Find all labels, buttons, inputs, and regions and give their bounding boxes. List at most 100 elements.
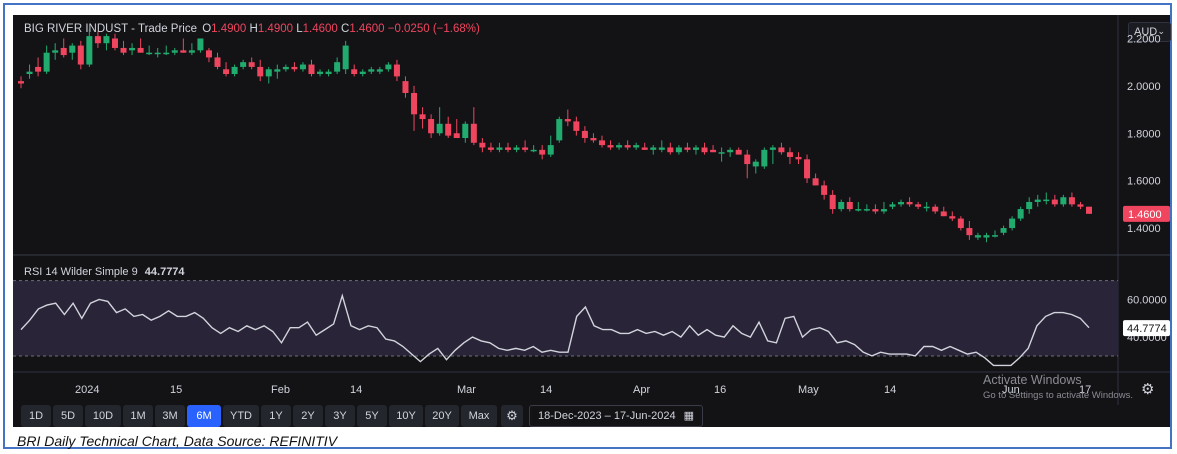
- candle: [1026, 197, 1033, 214]
- range-button-2y[interactable]: 2Y: [293, 405, 323, 427]
- candle: [257, 59, 264, 82]
- gear-icon[interactable]: ⚙: [501, 405, 523, 427]
- candle-body: [778, 147, 785, 153]
- candle-body: [633, 145, 640, 148]
- candle-body: [727, 149, 734, 153]
- candle-body: [496, 147, 503, 150]
- candle: [701, 142, 708, 155]
- candle-body: [761, 149, 768, 167]
- range-button-10y[interactable]: 10Y: [389, 405, 423, 427]
- candle-body: [137, 47, 144, 53]
- price-tick-label: 2.2000: [1127, 33, 1161, 45]
- candle-body: [419, 114, 426, 120]
- candle-body: [411, 92, 418, 115]
- figure-caption: BRI Daily Technical Chart, Data Source: …: [17, 433, 338, 449]
- range-button-5d[interactable]: 5D: [53, 405, 83, 427]
- candle-body: [248, 62, 255, 67]
- candle-body: [992, 235, 999, 237]
- candle-body: [735, 149, 742, 155]
- candle-body: [872, 209, 879, 212]
- time-tick-label: 15: [170, 384, 182, 396]
- candle-body: [77, 45, 84, 65]
- activate-windows-subtitle: Go to Settings to activate Windows.: [983, 390, 1133, 401]
- candle-body: [163, 52, 170, 55]
- candle: [667, 142, 674, 155]
- candle: [633, 142, 640, 150]
- candle: [539, 145, 546, 160]
- candle-body: [744, 154, 751, 165]
- candle-body: [35, 66, 42, 72]
- candle-body: [129, 47, 136, 51]
- candle: [863, 204, 870, 212]
- candle-body: [291, 66, 298, 70]
- range-button-1m[interactable]: 1M: [123, 405, 153, 427]
- candle: [915, 201, 922, 210]
- candle: [812, 173, 819, 186]
- candle: [146, 45, 153, 56]
- candle-body: [487, 147, 494, 150]
- time-tick-label: May: [798, 384, 819, 396]
- close-value: 1.4600: [349, 23, 385, 35]
- candle-body: [60, 47, 67, 56]
- candle: [590, 133, 597, 143]
- gear-icon[interactable]: ⚙: [1141, 381, 1155, 398]
- figure-frame: BIG RIVER INDUST - Trade Price O1.4900 H…: [3, 3, 1172, 449]
- symbol-name: BIG RIVER INDUST: [24, 23, 128, 35]
- candle-body: [983, 235, 990, 238]
- candle-body: [906, 201, 913, 205]
- candle-body: [240, 62, 247, 67]
- candle: [248, 57, 255, 70]
- candle: [18, 76, 24, 89]
- candle: [240, 59, 247, 70]
- candle: [769, 145, 776, 165]
- candle: [487, 142, 494, 153]
- date-range-picker[interactable]: 18-Dec-2023 – 17-Jun-2024 ▦: [529, 405, 703, 427]
- candle-body: [325, 71, 332, 75]
- candle: [846, 197, 853, 212]
- range-button-5y[interactable]: 5Y: [357, 405, 387, 427]
- candle: [52, 43, 59, 60]
- candle-body: [1000, 228, 1007, 233]
- range-button-1y[interactable]: 1Y: [261, 405, 291, 427]
- chart-canvas[interactable]: 1.40001.60001.80002.00002.20001.460040.0…: [13, 15, 1170, 405]
- range-button-10d[interactable]: 10D: [85, 405, 121, 427]
- range-button-3m[interactable]: 3M: [155, 405, 185, 427]
- candle: [974, 232, 981, 240]
- candle: [692, 145, 699, 155]
- candle-body: [607, 145, 614, 148]
- candle: [180, 38, 187, 53]
- price-tick-label: 1.8000: [1127, 128, 1161, 140]
- range-button-3y[interactable]: 3Y: [325, 405, 355, 427]
- candle-body: [974, 235, 981, 238]
- currency-selector[interactable]: AUD ⌄: [1128, 22, 1171, 42]
- range-button-ytd[interactable]: YTD: [223, 405, 259, 427]
- candle: [1009, 216, 1016, 231]
- range-button-20y[interactable]: 20Y: [425, 405, 459, 427]
- candle: [752, 159, 759, 174]
- last-price-tag: [1123, 205, 1170, 222]
- candle-body: [675, 147, 682, 153]
- candle: [744, 149, 751, 179]
- candle-body: [846, 201, 853, 210]
- candle-body: [86, 36, 93, 65]
- candle: [419, 107, 426, 129]
- candle: [479, 138, 486, 153]
- candle: [368, 66, 375, 75]
- candle: [411, 85, 418, 131]
- candle: [86, 29, 93, 67]
- range-button-6m[interactable]: 6M: [187, 405, 221, 427]
- price-type: - Trade Price: [131, 23, 197, 35]
- candle: [393, 59, 400, 82]
- candle-body: [26, 71, 33, 75]
- range-button-max[interactable]: Max: [461, 405, 497, 427]
- range-button-1d[interactable]: 1D: [21, 405, 51, 427]
- candle: [1060, 194, 1067, 207]
- candle-body: [359, 71, 366, 75]
- candle: [923, 201, 930, 212]
- candle-body: [1060, 197, 1067, 205]
- rsi-header: RSI 14 Wilder Simple 9 44.7774: [24, 266, 185, 278]
- price-tick-label: 2.0000: [1127, 81, 1161, 93]
- high-value: 1.4900: [257, 23, 294, 35]
- candle-body: [1026, 201, 1033, 210]
- candle: [334, 57, 341, 75]
